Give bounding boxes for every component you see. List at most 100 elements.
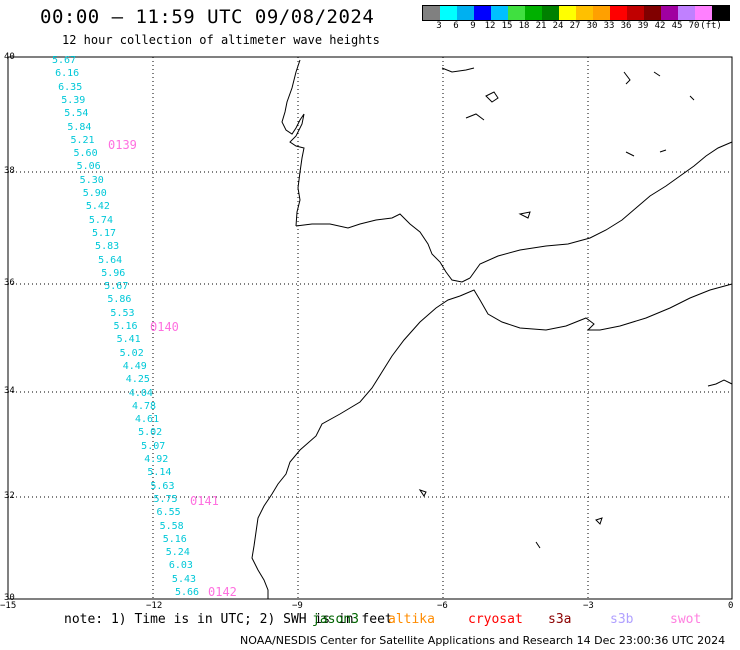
legend-swatch xyxy=(712,6,729,20)
swh-value: 5.84 xyxy=(67,121,92,133)
swh-value: 5.74 xyxy=(88,214,113,226)
legend-label: 12 xyxy=(484,21,496,31)
swh-value: 5.21 xyxy=(70,134,95,146)
swh-value: 5.14 xyxy=(147,467,172,479)
legend-label: 27 xyxy=(569,21,581,31)
legend-label: 24 xyxy=(552,21,564,31)
note-text: note: 1) Time is in UTC; 2) SWH is in fe… xyxy=(64,612,393,627)
swh-value: 5.64 xyxy=(98,254,123,266)
legend-swatch xyxy=(525,6,542,20)
legend-labels: 3 6 9 12 15 18 21 24 27 30 33 36 39 42 45 70 (ft) xyxy=(422,21,740,33)
satellite-label: swot xyxy=(670,612,702,627)
x-tick-label: −6 xyxy=(437,601,448,611)
legend-swatch xyxy=(508,6,525,20)
swh-value: 4.04 xyxy=(128,387,153,399)
legend-swatch xyxy=(542,6,559,20)
x-tick-label: −3 xyxy=(583,601,594,611)
satellite-label: altika xyxy=(388,612,435,627)
swh-value: 5.02 xyxy=(138,427,163,439)
legend-swatch xyxy=(627,6,644,20)
legend-label: 6 xyxy=(453,21,459,31)
x-tick-label: −12 xyxy=(146,601,163,611)
x-tick-label: −15 xyxy=(0,601,17,611)
swh-value: 5.75 xyxy=(153,493,178,505)
satellite-label: s3b xyxy=(610,612,634,627)
legend-swatch xyxy=(423,6,440,20)
swh-value: 5.66 xyxy=(175,587,200,598)
legend-swatch xyxy=(491,6,508,20)
swh-value: 5.42 xyxy=(85,201,110,213)
swh-value: 5.24 xyxy=(165,547,190,559)
swh-value: 5.58 xyxy=(159,520,184,532)
legend-label: 18 xyxy=(518,21,530,31)
swh-value: 5.86 xyxy=(107,294,132,306)
legend-swatch xyxy=(610,6,627,20)
legend-swatch xyxy=(440,6,457,20)
legend-swatch xyxy=(644,6,661,20)
color-legend xyxy=(422,5,730,21)
swh-value: 6.35 xyxy=(58,81,83,93)
legend-label: 21 xyxy=(535,21,547,31)
swh-value: 4.61 xyxy=(135,414,160,426)
legend-label: 39 xyxy=(637,21,649,31)
swh-value: 5.06 xyxy=(76,161,101,173)
legend-swatch xyxy=(474,6,491,20)
satellite-label: jason3 xyxy=(312,612,359,627)
swh-value: 5.39 xyxy=(61,94,86,106)
y-tick-label: 40 xyxy=(4,52,15,62)
legend-swatch xyxy=(457,6,474,20)
swh-value: 5.30 xyxy=(79,174,104,186)
legend-swatch xyxy=(678,6,695,20)
swh-value: 5.83 xyxy=(95,241,120,253)
y-tick-label: 36 xyxy=(4,278,15,288)
y-tick-label: 32 xyxy=(4,491,15,501)
pass-label: 0140 xyxy=(150,320,179,334)
swh-value: 5.67 xyxy=(104,281,129,293)
page-title: 00:00 – 11:59 UTC 09/08/2024 xyxy=(40,6,375,28)
footer-credit: NOAA/NESDIS Center for Satellite Applica… xyxy=(240,634,726,647)
swh-value: 5.43 xyxy=(171,573,197,585)
swh-value: 5.53 xyxy=(110,307,135,319)
map-frame xyxy=(7,56,733,600)
legend-label: 15 xyxy=(501,21,513,31)
satellite-label: cryosat xyxy=(468,612,523,627)
legend-swatch xyxy=(593,6,610,20)
swh-value: 5.16 xyxy=(113,321,138,332)
legend-swatch xyxy=(661,6,678,20)
legend-label: 42 xyxy=(654,21,666,31)
swh-value: 6.03 xyxy=(168,560,193,572)
swh-value: 5.02 xyxy=(119,347,144,359)
y-tick-label: 38 xyxy=(4,166,15,176)
page-subtitle: 12 hour collection of altimeter wave hei… xyxy=(62,33,380,47)
legend-label: 33 xyxy=(603,21,615,31)
pass-label: 0142 xyxy=(208,585,237,599)
swh-value: 5.67 xyxy=(52,55,77,66)
legend-label: 45 xyxy=(671,21,683,31)
swh-value: 5.17 xyxy=(91,227,117,239)
legend-label: 70 xyxy=(688,21,700,31)
swh-value: 5.07 xyxy=(141,440,166,452)
swh-value: 4.49 xyxy=(122,360,147,372)
legend-swatch xyxy=(559,6,576,20)
swh-value: 5.16 xyxy=(162,533,187,545)
y-tick-label: 34 xyxy=(4,386,15,396)
swh-value: 5.41 xyxy=(116,334,141,346)
pass-label: 0139 xyxy=(108,138,137,152)
y-tick-label: 30 xyxy=(4,593,15,603)
coastline xyxy=(251,59,733,599)
x-tick-label: −9 xyxy=(292,601,303,611)
swh-value: 5.54 xyxy=(64,108,89,120)
x-tick-label: 0 xyxy=(728,601,734,611)
swh-value: 4.78 xyxy=(131,400,157,412)
swh-value: 5.96 xyxy=(101,267,126,279)
legend-swatch xyxy=(695,6,712,20)
legend-label: 30 xyxy=(586,21,598,31)
swh-value: 5.60 xyxy=(73,148,98,160)
satellite-label: s3a xyxy=(548,612,572,627)
pass-label: 0141 xyxy=(190,494,219,508)
swh-value: 5.63 xyxy=(150,480,175,492)
swh-value: 6.16 xyxy=(55,68,80,80)
swh-value: 6.55 xyxy=(156,507,181,519)
swh-value: 4.25 xyxy=(125,374,150,386)
